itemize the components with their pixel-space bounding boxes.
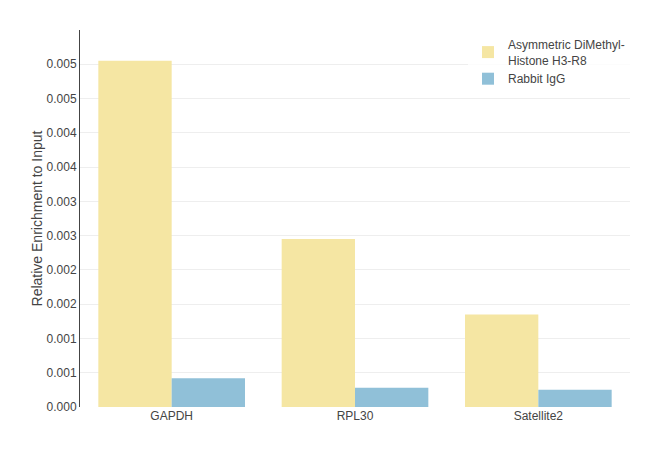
svg-text:0.002: 0.002 (47, 297, 77, 311)
svg-text:0.000: 0.000 (47, 400, 77, 414)
svg-text:0.004: 0.004 (47, 160, 77, 174)
svg-text:0.005: 0.005 (47, 57, 77, 71)
svg-text:0.005: 0.005 (47, 92, 77, 106)
svg-text:Relative Enrichment to Input: Relative Enrichment to Input (29, 130, 45, 306)
svg-text:Satellite2: Satellite2 (514, 409, 564, 423)
svg-text:Rabbit IgG: Rabbit IgG (508, 72, 565, 86)
svg-text:0.001: 0.001 (47, 366, 77, 380)
svg-text:0.002: 0.002 (47, 263, 77, 277)
svg-text:0.003: 0.003 (47, 195, 77, 209)
svg-text:GAPDH: GAPDH (150, 409, 193, 423)
svg-text:RPL30: RPL30 (337, 409, 374, 423)
svg-text:0.004: 0.004 (47, 126, 77, 140)
svg-text:Asymmetric DiMethyl-Histone H3: Asymmetric DiMethyl-Histone H3-R8 (508, 38, 625, 68)
svg-text:0.001: 0.001 (47, 332, 77, 346)
svg-text:0.003: 0.003 (47, 229, 77, 243)
